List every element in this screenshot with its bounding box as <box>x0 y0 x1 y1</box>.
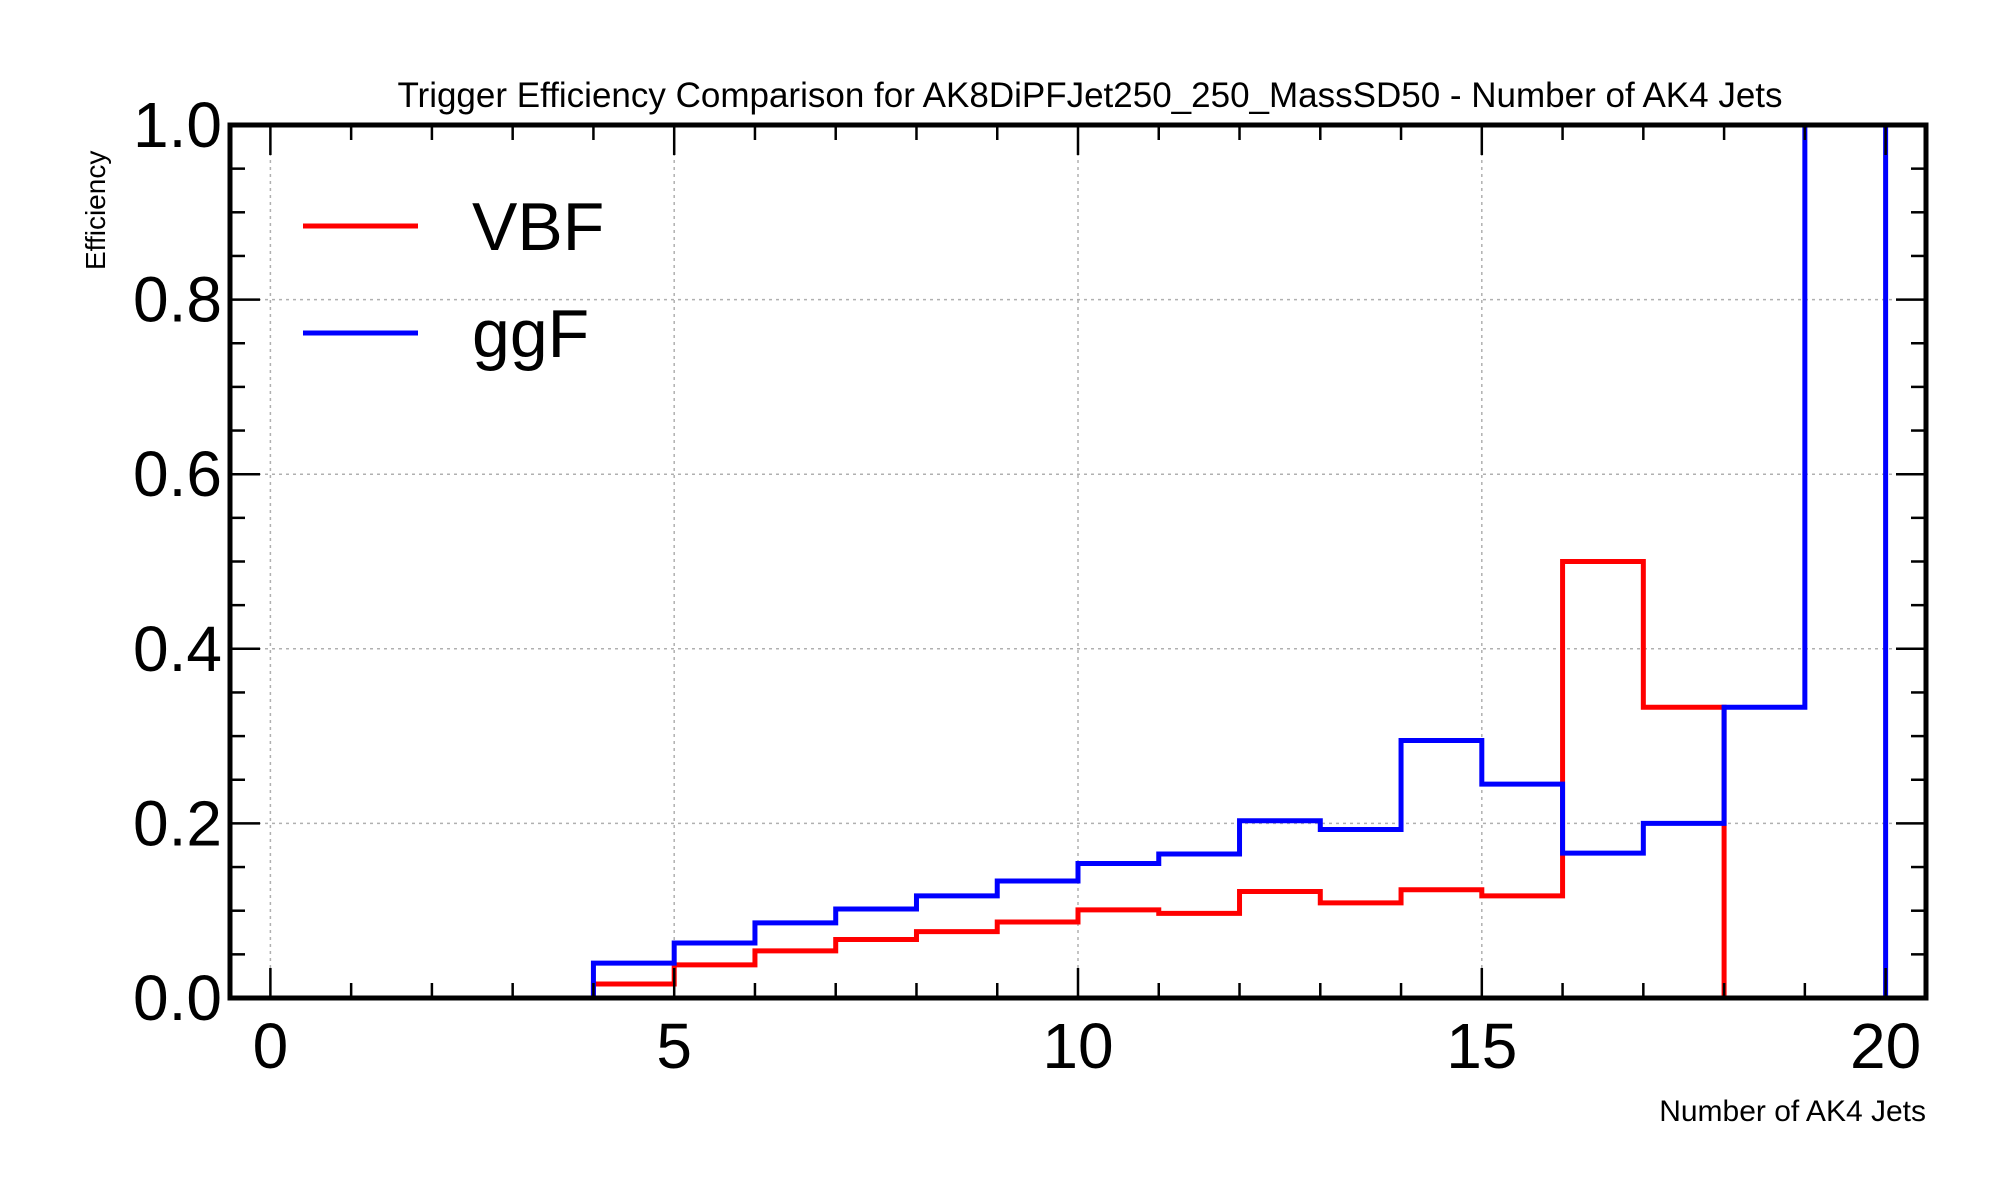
y-tick-label: 0.2 <box>133 787 222 859</box>
legend: VBF ggF <box>303 189 604 372</box>
y-tick-label: 0.0 <box>133 962 222 1034</box>
grid-lines <box>230 125 1926 998</box>
y-axis-label: Efficiency <box>80 151 111 270</box>
y-tick-label: 0.4 <box>133 613 222 685</box>
series-ggf-line <box>270 122 1889 1001</box>
x-tick-label: 10 <box>1042 1010 1113 1082</box>
x-tick-label: 0 <box>253 1010 289 1082</box>
legend-label-vbf: VBF <box>472 189 604 265</box>
y-tick-label: 0.6 <box>133 438 222 510</box>
chart-title: Trigger Efficiency Comparison for AK8DiP… <box>397 76 1782 115</box>
series-layer <box>270 122 1889 1001</box>
x-tick-label: 15 <box>1446 1010 1517 1082</box>
legend-label-ggf: ggF <box>472 296 589 372</box>
tick-labels: 0 5 10 15 20 0.0 0.2 0.4 0.6 0.8 1.0 <box>133 89 1921 1082</box>
x-axis-label: Number of AK4 Jets <box>1659 1095 1926 1128</box>
plot-frame <box>227 122 1929 1001</box>
y-tick-label: 1.0 <box>133 89 222 161</box>
series-vbf-line <box>270 559 1886 1001</box>
x-tick-label: 20 <box>1850 1010 1921 1082</box>
y-tick-label: 0.8 <box>133 264 222 336</box>
x-tick-label: 5 <box>656 1010 692 1082</box>
